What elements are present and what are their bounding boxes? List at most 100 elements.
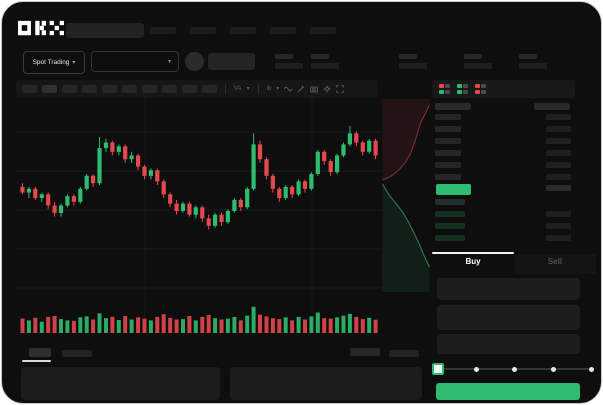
nav-item-placeholder[interactable]	[310, 27, 336, 34]
candle-body	[296, 181, 301, 195]
market-type-dropdown[interactable]: Spot Trading ▾	[23, 51, 85, 74]
slider-stop[interactable]	[512, 366, 517, 372]
order-price-field[interactable]	[437, 278, 580, 300]
nav-item-placeholder[interactable]	[230, 27, 256, 34]
volume-bar	[187, 316, 192, 333]
stat-value-placeholder	[519, 63, 547, 69]
ask-price-placeholder	[435, 114, 461, 120]
draw-icon[interactable]	[297, 85, 305, 93]
timeframe-button[interactable]	[202, 85, 217, 93]
candle-body	[232, 199, 237, 211]
volume-bar	[251, 306, 256, 333]
order-book-price-header	[435, 103, 471, 110]
order-book-combined-icon[interactable]	[438, 83, 451, 95]
tab-buy[interactable]: Buy	[465, 257, 481, 266]
candle-body	[168, 194, 173, 204]
candle-body	[225, 211, 230, 223]
candle-body	[46, 194, 51, 206]
wave-icon[interactable]	[284, 85, 293, 93]
order-book-bids-icon[interactable]	[456, 83, 469, 95]
indicator-icon[interactable]: VA	[234, 86, 242, 92]
volume-bar	[104, 318, 108, 333]
order-amount-field[interactable]	[437, 305, 580, 330]
volume-bar	[39, 321, 44, 333]
volume-bar	[168, 317, 173, 333]
volume-bar	[33, 317, 38, 333]
candle-body	[315, 151, 320, 174]
chevron-down-icon[interactable]: ▾	[246, 86, 250, 92]
candlestick-chart[interactable]	[16, 97, 382, 337]
top-nav	[150, 27, 336, 34]
candle-body	[148, 170, 153, 176]
timeframe-button[interactable]	[182, 85, 197, 93]
stat-label-placeholder	[519, 54, 537, 59]
camera-icon[interactable]	[310, 85, 319, 93]
submit-buy-button[interactable]	[436, 383, 580, 400]
volume-bar	[46, 316, 51, 333]
volume-bar	[123, 316, 128, 333]
order-history-panel	[230, 367, 422, 400]
timeframe-button[interactable]	[82, 85, 97, 93]
ask-amount-placeholder	[546, 174, 571, 180]
candle-body	[136, 155, 141, 167]
volume-bar	[200, 316, 205, 333]
timeframe-button[interactable]	[122, 85, 137, 93]
timeframe-button[interactable]	[42, 85, 57, 93]
bid-price-placeholder	[435, 223, 465, 229]
candle-body	[309, 174, 314, 189]
volume-bar	[84, 316, 89, 333]
bid-price-placeholder	[435, 211, 465, 217]
timeframe-button[interactable]	[142, 85, 157, 93]
candle-body	[277, 188, 282, 199]
volume-bar	[206, 315, 211, 333]
fullscreen-icon[interactable]	[336, 85, 345, 93]
slider-stop[interactable]	[474, 366, 479, 372]
slider-handle[interactable]	[432, 363, 444, 375]
candle-body	[322, 151, 327, 162]
bottom-action-button-1[interactable]	[350, 348, 380, 356]
order-book-asks-icon[interactable]	[474, 83, 487, 95]
nav-item-placeholder[interactable]	[150, 27, 176, 34]
volume-bar	[59, 319, 63, 333]
candle-body	[206, 218, 211, 226]
timeframe-button[interactable]	[22, 85, 37, 93]
volume-bar	[315, 312, 320, 333]
last-price-bar[interactable]	[436, 184, 471, 195]
timeframe-button[interactable]	[162, 85, 177, 93]
timeframe-button[interactable]	[102, 85, 117, 93]
volume-bar	[367, 317, 372, 333]
chevron-down-icon[interactable]: ▾	[276, 86, 280, 92]
pair-selector-dropdown[interactable]: ▾	[91, 51, 179, 72]
bottom-action-button-2[interactable]	[389, 350, 419, 357]
volume-bar	[290, 320, 295, 333]
ask-amount-placeholder	[546, 150, 571, 156]
slider-stop[interactable]	[551, 366, 556, 372]
timeframe-button[interactable]	[62, 85, 77, 93]
nav-item-placeholder[interactable]	[190, 27, 216, 34]
order-total-field[interactable]	[437, 334, 580, 354]
stat-value-placeholder	[275, 63, 303, 69]
volume-bar	[296, 316, 301, 333]
candle-body	[97, 148, 102, 184]
volume-bar	[270, 318, 275, 333]
candle-body	[110, 142, 115, 152]
candle-body	[347, 133, 352, 145]
settings-icon[interactable]	[323, 85, 331, 93]
tab-sell[interactable]: Sell	[514, 254, 596, 274]
candle-body	[283, 186, 288, 198]
search-input[interactable]	[66, 23, 144, 38]
volume-bar	[373, 319, 378, 333]
ask-price-placeholder	[435, 126, 461, 132]
bid-price-placeholder	[435, 199, 465, 205]
bottom-tab-orders[interactable]	[29, 348, 51, 357]
nav-item-placeholder[interactable]	[270, 27, 296, 34]
candle-body	[335, 155, 340, 173]
bottom-tab-indicator	[22, 360, 51, 362]
slider-stop[interactable]	[589, 366, 594, 372]
line-style-icon[interactable]: lb	[266, 86, 272, 92]
candle-body	[155, 170, 160, 182]
volume-bar	[277, 319, 282, 333]
candle-body	[26, 188, 31, 193]
bottom-tab-history[interactable]	[62, 350, 92, 357]
ticker-stat	[275, 54, 303, 69]
